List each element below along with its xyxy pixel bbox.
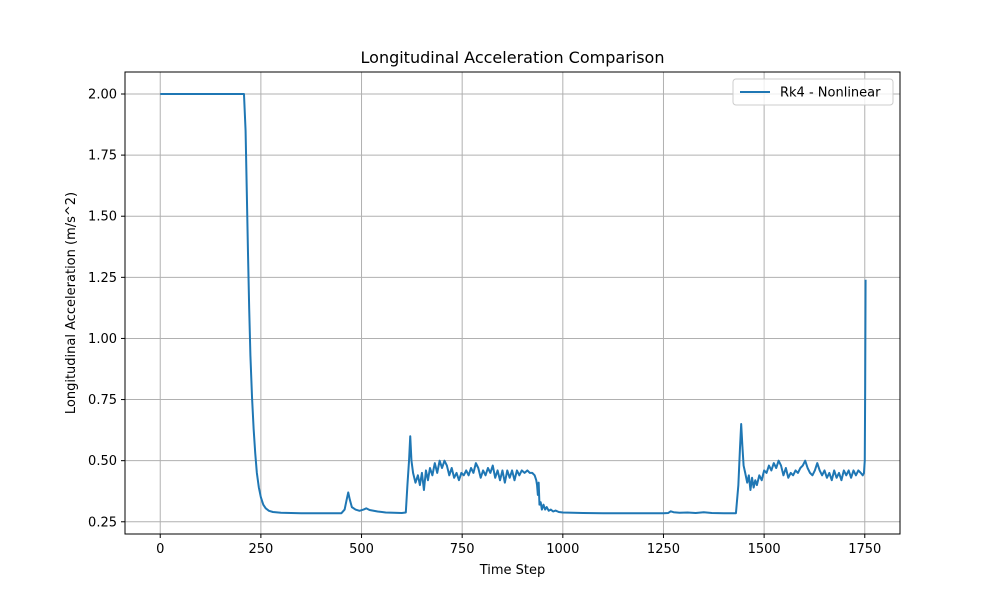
- legend-box: [732, 78, 894, 106]
- x-tick-label: 1000: [546, 542, 579, 557]
- series-layer: [160, 93, 867, 515]
- y-tick-label: 0.25: [88, 515, 117, 530]
- y-tick-label: 1.25: [88, 271, 117, 286]
- series-line: [160, 93, 867, 515]
- y-tick-label: 1.75: [88, 149, 117, 164]
- x-tick-label: 750: [450, 542, 475, 557]
- x-tick-label: 250: [248, 542, 273, 557]
- legend-label: Rk4 - Nonlinear: [780, 86, 881, 101]
- y-axis: 0.25 0.50 0.75 1.00 1.25 1.50 1.75 2.00: [88, 88, 125, 530]
- y-axis-label: Longitudinal Acceleration (m/s^2): [64, 192, 79, 414]
- y-tick-label: 1.50: [88, 210, 117, 225]
- x-tick-label: 1250: [647, 542, 680, 557]
- chart-title: Longitudinal Acceleration Comparison: [361, 48, 665, 67]
- x-axis-label: Time Step: [479, 563, 546, 578]
- y-tick-label: 0.75: [88, 393, 117, 408]
- grid: [125, 72, 900, 534]
- legend: Rk4 - Nonlinear: [732, 78, 894, 106]
- y-tick-label: 0.50: [88, 454, 117, 469]
- x-tick-label: 1500: [748, 542, 781, 557]
- x-tick-label: 1750: [848, 542, 881, 557]
- x-tick-label: 0: [156, 542, 164, 557]
- x-tick-label: 500: [349, 542, 374, 557]
- x-axis: 0 250 500 750 1000 1250 1500 1750: [156, 534, 881, 557]
- y-tick-label: 1.00: [88, 332, 117, 347]
- plot-frame: [124, 71, 901, 535]
- y-tick-label: 2.00: [88, 88, 117, 103]
